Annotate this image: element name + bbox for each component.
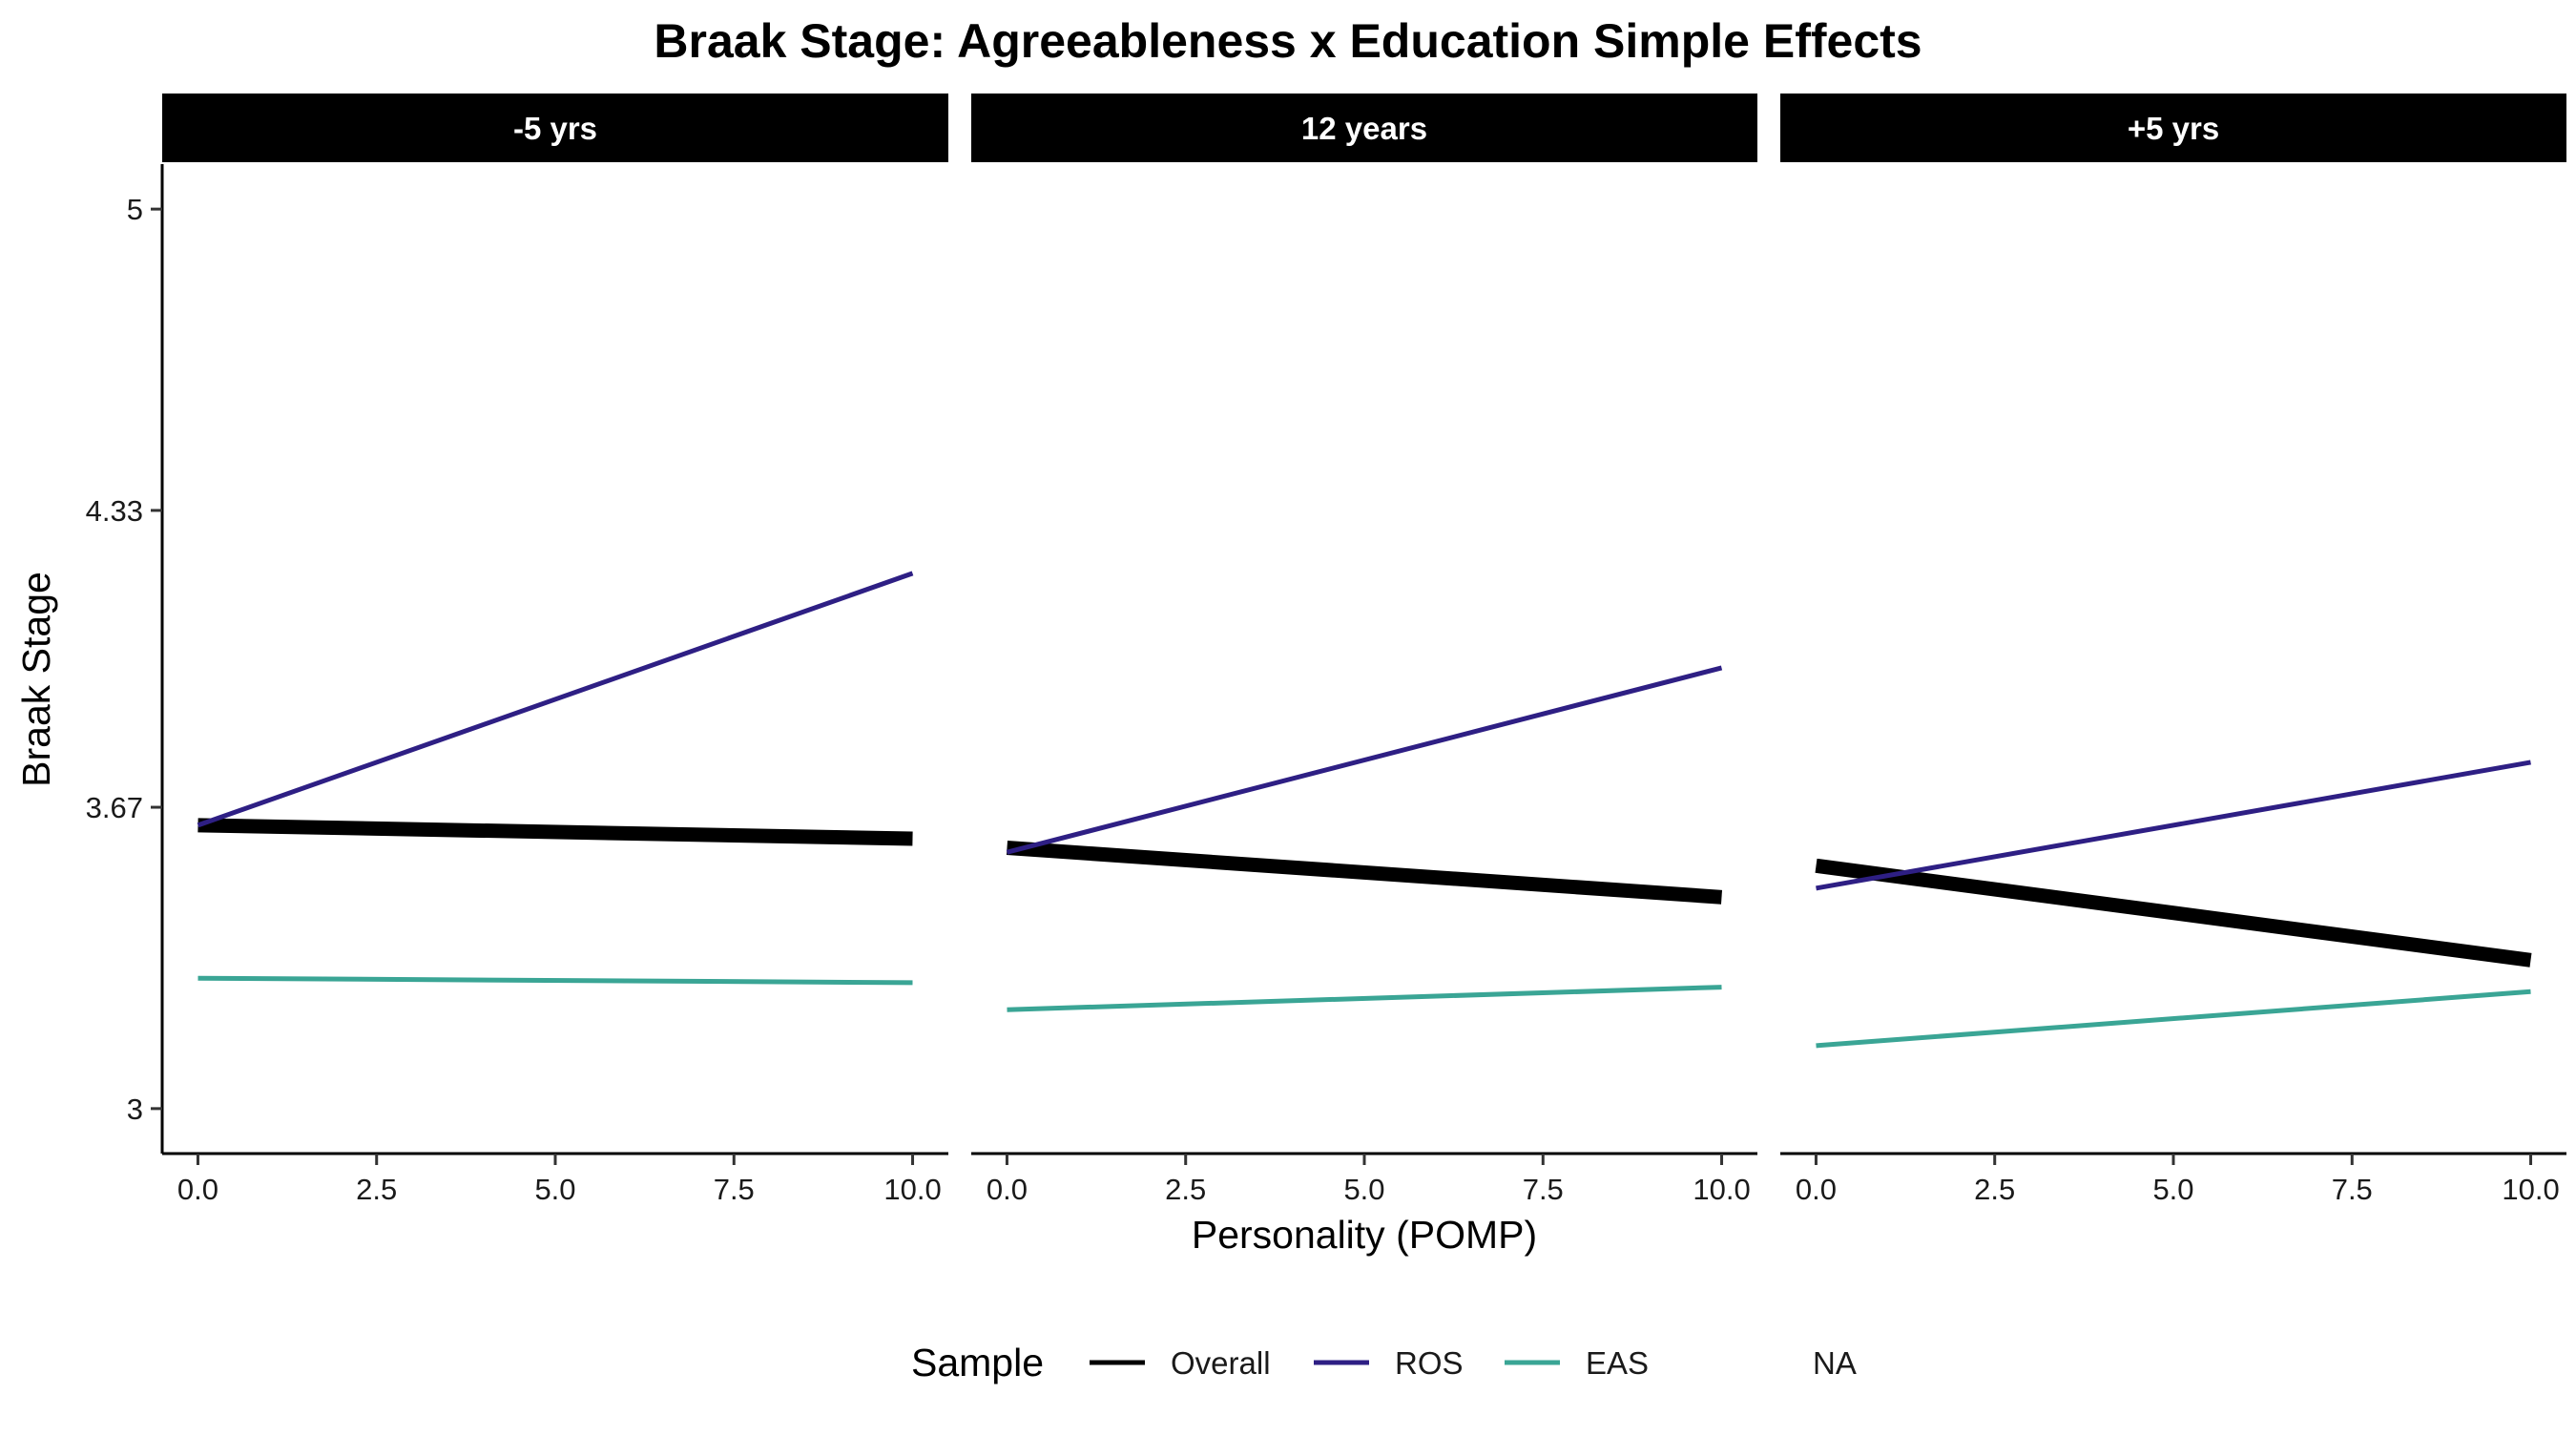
legend-label: EAS (1586, 1345, 1649, 1381)
legend-item-overall: Overall (1090, 1345, 1271, 1381)
series-line-overall (1815, 858, 2532, 968)
chart-title: Braak Stage: Agreeableness x Education S… (654, 14, 1922, 68)
x-tick-label: 2.5 (1165, 1173, 1206, 1206)
y-axis: 3 3.67 4.33 5 (86, 164, 164, 1154)
legend-label: ROS (1395, 1345, 1464, 1381)
x-tick-label: 10.0 (2502, 1173, 2559, 1206)
facet-strip-label: 12 years (1301, 111, 1427, 146)
facet-panel-1: -5 yrs 0.0 2.5 5.0 7.5 10.0 (162, 94, 948, 1206)
legend-item-ros: ROS (1314, 1345, 1464, 1381)
series-line-ros (1006, 665, 1723, 855)
facet-panel-2: 12 years 0.0 2.5 5.0 7.5 10.0 (971, 94, 1757, 1206)
x-tick-label: 7.5 (714, 1173, 755, 1206)
x-axis-title: Personality (POMP) (1192, 1213, 1537, 1257)
facet-strip (162, 94, 948, 162)
x-tick-label: 10.0 (1693, 1173, 1750, 1206)
legend-item-na: NA (1813, 1345, 1857, 1381)
legend-title: Sample (911, 1341, 1044, 1384)
x-tick-label: 7.5 (2332, 1173, 2373, 1206)
y-tick-label: 3.67 (86, 791, 143, 824)
series-line-overall (1006, 841, 1723, 905)
facet-panel-3: +5 yrs 0.0 2.5 5.0 7.5 10.0 (1780, 94, 2566, 1206)
x-tick-label: 0.0 (1796, 1173, 1837, 1206)
y-tick-label: 5 (127, 193, 143, 226)
series-line-ros (1816, 760, 2531, 891)
x-tick-label: 5.0 (1343, 1173, 1384, 1206)
series-line-ros (197, 571, 914, 828)
legend-label: Overall (1171, 1345, 1271, 1381)
series-line-overall (197, 818, 913, 846)
x-tick-label: 0.0 (177, 1173, 218, 1206)
x-tick-label: 7.5 (1523, 1173, 1564, 1206)
facet-strip (1780, 94, 2566, 162)
y-axis-title: Braak Stage (14, 572, 58, 787)
series-line-eas (1007, 985, 1722, 1012)
facet-strip (971, 94, 1757, 162)
legend-label: NA (1813, 1345, 1857, 1381)
x-tick-label: 5.0 (2152, 1173, 2193, 1206)
series-line-eas (197, 975, 913, 986)
series-line-eas (1816, 989, 2531, 1049)
y-tick-label: 3 (127, 1093, 143, 1126)
x-tick-label: 5.0 (534, 1173, 575, 1206)
legend: Sample Overall ROS EAS NA (911, 1341, 1857, 1384)
y-tick-label: 4.33 (86, 494, 143, 528)
x-tick-label: 2.5 (356, 1173, 397, 1206)
x-tick-label: 2.5 (1974, 1173, 2015, 1206)
facet-strip-label: +5 yrs (2128, 111, 2219, 146)
facet-strip-label: -5 yrs (513, 111, 597, 146)
x-tick-label: 10.0 (883, 1173, 941, 1206)
legend-item-eas: EAS (1505, 1345, 1649, 1381)
x-tick-label: 0.0 (987, 1173, 1028, 1206)
